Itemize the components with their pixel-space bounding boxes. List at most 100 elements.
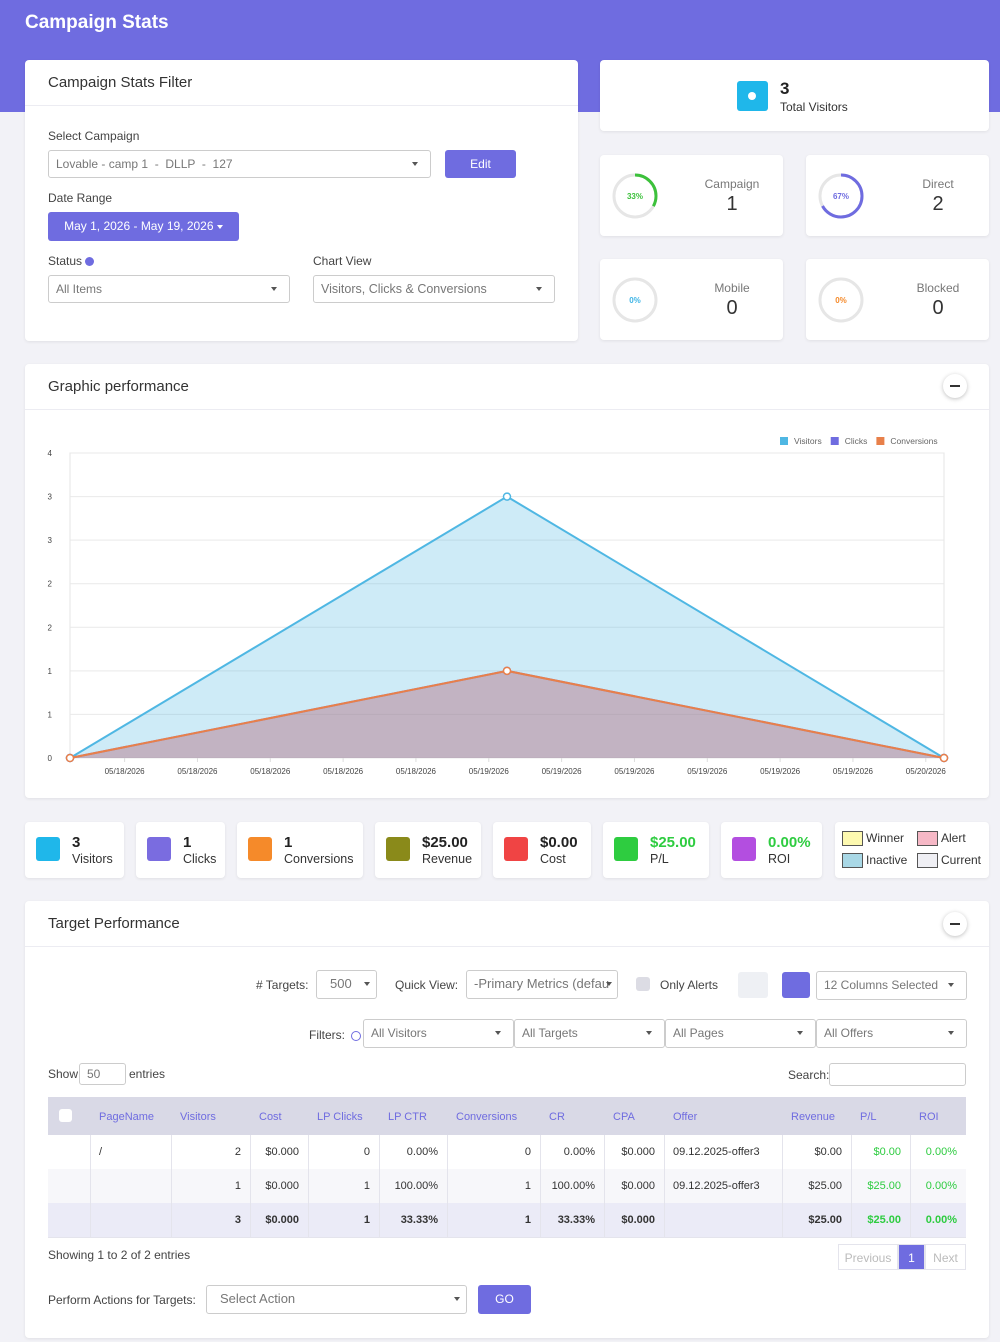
ring: 0% (612, 277, 658, 323)
targets-select[interactable]: 500 (316, 970, 377, 999)
cell-border (664, 1169, 665, 1203)
ring: 67% (818, 173, 864, 219)
status-legend-card: Winner Alert Inactive Current (835, 822, 989, 878)
cell-border (447, 1135, 448, 1169)
target-card: Target Performance # Targets: 500 Quick … (25, 901, 989, 1338)
chart-button[interactable] (782, 972, 810, 998)
summary-icon (614, 837, 638, 861)
summary-icon (147, 837, 171, 861)
collapse-button[interactable] (943, 374, 967, 398)
divider (25, 409, 989, 410)
caret (797, 1031, 803, 1035)
cell-border (910, 1169, 911, 1203)
filter-select[interactable]: All Offers (816, 1019, 967, 1048)
only-alerts-checkbox[interactable] (636, 977, 650, 991)
collapse-button[interactable] (943, 912, 967, 936)
cell-border (447, 1203, 448, 1237)
label: Filters: (309, 1028, 345, 1042)
quick-view-select[interactable]: -Primary Metrics (defau (466, 970, 618, 999)
caret (646, 1031, 652, 1035)
legend-label: Visitors (794, 436, 822, 446)
campaign-select[interactable]: Lovable - camp 1 - DLLP - 127 (48, 150, 431, 178)
ring-label: 67% (833, 192, 849, 201)
button-label: Edit (470, 157, 491, 171)
cell-border (851, 1169, 852, 1203)
column-header: Cost (259, 1111, 282, 1123)
legend-swatch (830, 437, 839, 445)
series-area (70, 670, 944, 758)
go-button[interactable]: GO (478, 1285, 531, 1314)
x-tick-label: 05/20/2026 (906, 767, 947, 776)
columns-select[interactable]: 12 Columns Selected (816, 971, 967, 1000)
summary-card: 3 Visitors (25, 822, 124, 878)
table-cell: $0.00 (814, 1146, 842, 1158)
chart: 0 1 1 2 2 3 3 4 05/18/2026 05/18/2026 05/18/2026 05… (48, 436, 949, 776)
search-input[interactable] (829, 1063, 966, 1086)
table-cell: 0.00% (563, 1146, 595, 1158)
status-select[interactable]: All Items (48, 275, 290, 303)
table-cell: $0.000 (621, 1214, 655, 1226)
cell-border (910, 1203, 911, 1237)
filter-select[interactable]: All Targets (514, 1019, 665, 1048)
summary-card: $25.00 P/L (603, 822, 709, 878)
filter-select[interactable]: All Pages (665, 1019, 816, 1048)
filter-radio[interactable] (351, 1031, 361, 1041)
action-select[interactable]: Select Action (206, 1285, 467, 1314)
header-checkbox[interactable] (59, 1109, 72, 1122)
page-button[interactable]: Previous (838, 1244, 898, 1270)
table-cell: $25.00 (867, 1214, 901, 1226)
page-button[interactable]: Next (925, 1244, 966, 1270)
y-tick-label: 2 (48, 580, 53, 589)
summary-label: Clicks (183, 852, 217, 866)
entries-select[interactable]: 50 (79, 1063, 126, 1085)
column-header: Revenue (791, 1111, 836, 1123)
date-range-button[interactable]: May 1, 2026 - May 19, 2026 (48, 212, 239, 241)
cell-border (604, 1203, 605, 1237)
label: Show (48, 1067, 79, 1081)
source-value: 1 (726, 193, 738, 215)
data-point (502, 666, 512, 676)
eye-icon (737, 81, 768, 111)
summary-value: 3 (72, 834, 81, 851)
y-tick-label: 2 (48, 623, 53, 632)
label-text: Status (48, 254, 83, 268)
data-point (65, 753, 75, 763)
y-tick-label: 3 (48, 493, 53, 502)
table-cell: 0 (363, 1146, 370, 1158)
cell-border (540, 1203, 541, 1237)
cell-border (851, 1203, 852, 1237)
graphic-card: Graphic performance 0 1 1 2 2 3 3 4 05/18/2026 05… (25, 364, 989, 798)
page-button[interactable]: 1 (898, 1244, 925, 1270)
filter-select[interactable]: All Visitors (363, 1019, 514, 1048)
select-value: All Offers (824, 1026, 874, 1040)
column-header: P/L (860, 1111, 877, 1123)
chart-view-select[interactable]: Visitors, Clicks & Conversions (313, 275, 555, 303)
button-label: GO (495, 1292, 514, 1306)
table-cell: $25.00 (808, 1180, 842, 1192)
cell-border (379, 1203, 380, 1237)
edit-button[interactable]: Edit (445, 150, 516, 178)
source-card: 0% Blocked 0 (806, 259, 989, 340)
summary-card: 1 Clicks (136, 822, 225, 878)
cell-border (250, 1135, 251, 1169)
legend-label: Clicks (845, 436, 868, 446)
table-cell: $0.000 (621, 1180, 655, 1192)
source-label: Direct (922, 177, 954, 191)
summary-card: $25.00 Revenue (375, 822, 481, 878)
column-header: Offer (673, 1111, 698, 1123)
export-button[interactable] (738, 972, 768, 998)
select-value: Select Action (220, 1291, 296, 1306)
ring-track (818, 277, 864, 323)
table-cell: 09.12.2025-offer3 (673, 1180, 760, 1192)
caret (495, 1031, 501, 1035)
select-value: All Visitors (371, 1026, 427, 1040)
table-cell: 09.12.2025-offer3 (673, 1146, 760, 1158)
table-cell: 33.33% (557, 1214, 595, 1226)
x-tick-label: 05/19/2026 (760, 767, 801, 776)
summary-card: 1 Conversions (237, 822, 363, 878)
select-value: Visitors, Clicks & Conversions (321, 282, 487, 296)
y-tick-label: 4 (48, 449, 53, 458)
x-tick-label: 05/18/2026 (250, 767, 291, 776)
legend-swatch (842, 831, 863, 846)
ring-label: 0% (835, 296, 847, 305)
